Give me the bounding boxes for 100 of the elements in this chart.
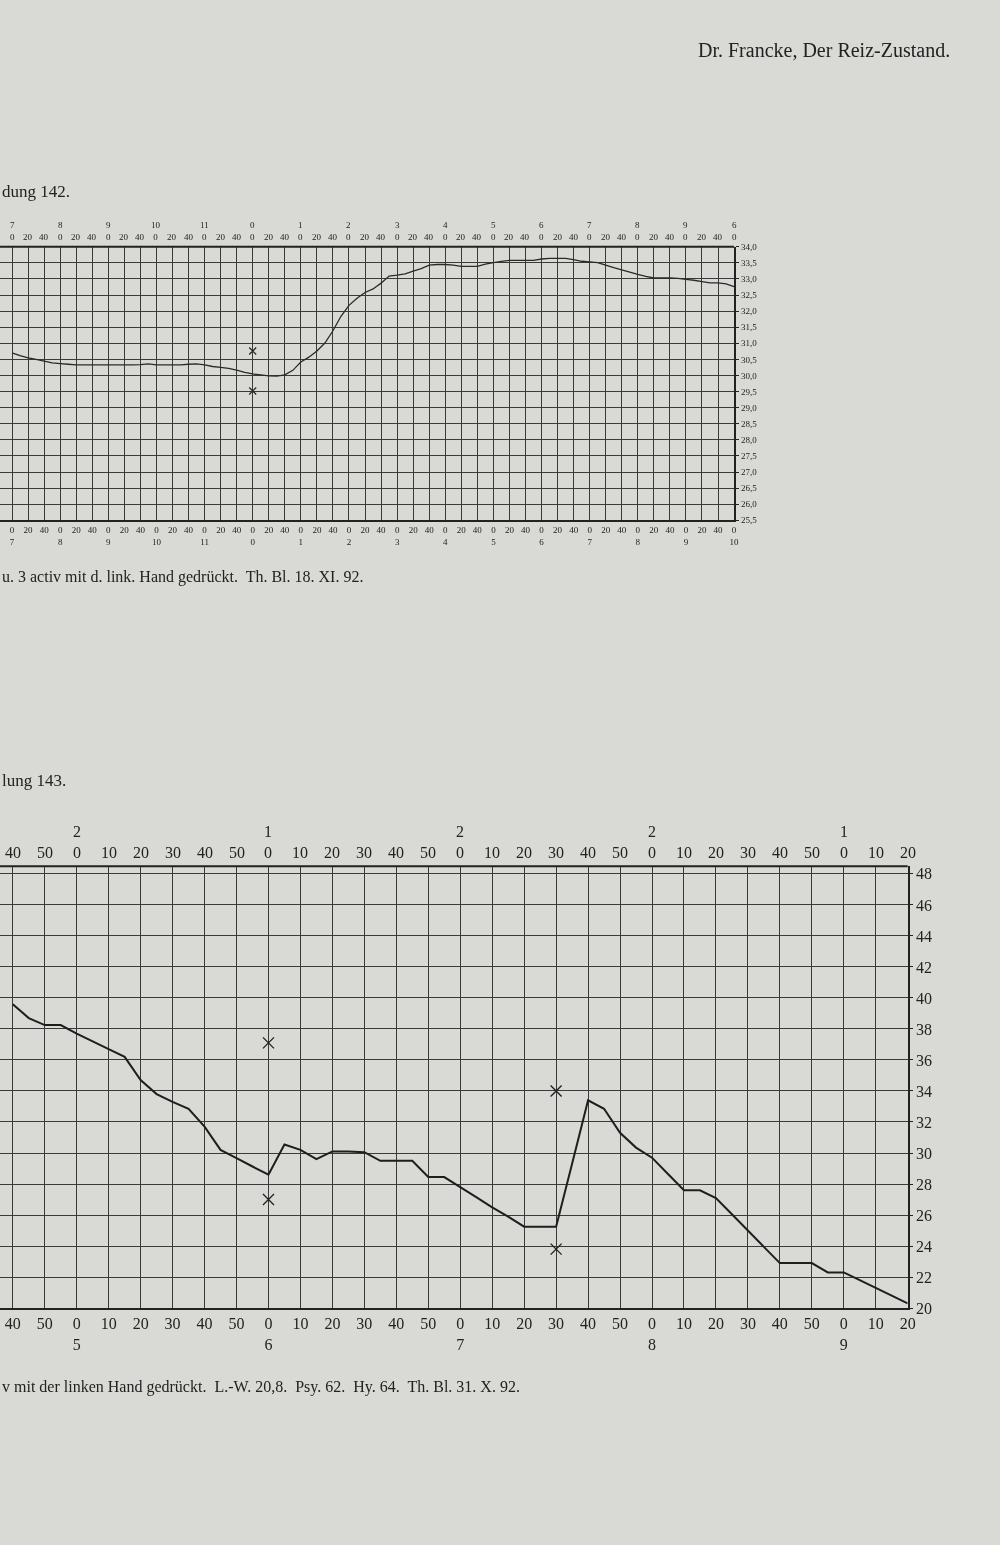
text: 20 bbox=[516, 844, 532, 861]
text: 40 bbox=[280, 232, 290, 242]
text: 20 bbox=[553, 232, 563, 242]
x-tick-label: 20 bbox=[553, 525, 563, 536]
x-tick-label: 20 bbox=[71, 525, 82, 536]
x-tick-label: 40 bbox=[39, 525, 50, 536]
text: 20 bbox=[324, 844, 340, 861]
y-tick-label: 31,5 bbox=[740, 322, 758, 333]
y-tick-label: 29,5 bbox=[740, 386, 758, 397]
text: 10 0 bbox=[151, 220, 161, 242]
y-tick-label: 30,0 bbox=[740, 370, 758, 381]
x-tick-label: 0 11 bbox=[200, 525, 209, 547]
x-tick-label: 0 3 bbox=[394, 525, 400, 547]
text: 50 bbox=[37, 844, 53, 861]
y-tick-label: 32,5 bbox=[740, 290, 758, 301]
text: 40 bbox=[388, 844, 404, 861]
y-tick-label: 32,0 bbox=[740, 306, 758, 317]
chart-title: lung 143. bbox=[2, 771, 67, 790]
x-tick-label: 40 bbox=[196, 1315, 213, 1333]
x-tick-label: 0 7 bbox=[587, 525, 593, 547]
x-tick-label: 40 bbox=[771, 1315, 788, 1333]
text: 5 0 bbox=[491, 220, 496, 242]
text: 10 bbox=[292, 844, 308, 861]
x-tick-label: 30 bbox=[356, 1315, 373, 1333]
y-tick-label: 28,0 bbox=[740, 435, 758, 445]
x-tick-label: 0 5 bbox=[491, 525, 497, 547]
text: 50 bbox=[804, 844, 820, 861]
text: 20 bbox=[71, 232, 81, 242]
text: 1 0 bbox=[298, 220, 303, 242]
text: 2 0 bbox=[648, 823, 656, 861]
x-tick-label: 0 6 bbox=[539, 525, 545, 547]
x-tick-label: 20 bbox=[697, 525, 707, 536]
text: 40 bbox=[580, 844, 596, 861]
y-tick-label: 20 bbox=[915, 1299, 932, 1317]
text: 2 0 bbox=[456, 823, 464, 861]
text: 40 bbox=[713, 232, 723, 242]
x-tick-label: 0 9 bbox=[106, 525, 112, 547]
x-tick-label: 50 bbox=[803, 1315, 820, 1333]
x-tick-label: 0 9 bbox=[683, 525, 689, 547]
y-tick-label: 22 bbox=[915, 1268, 932, 1286]
x-tick-label: 10 bbox=[100, 1315, 117, 1333]
text: 11 0 bbox=[200, 220, 209, 242]
x-tick-label: 0 5 bbox=[72, 1315, 81, 1354]
x-tick-label: 40 bbox=[472, 525, 483, 536]
x-tick-label: 20 bbox=[649, 525, 659, 536]
x-tick-label: 40 bbox=[4, 1315, 21, 1333]
text: 20 bbox=[900, 844, 916, 861]
text: 7 0 bbox=[10, 220, 15, 242]
text: 20 bbox=[264, 232, 274, 242]
x-tick-label: 20 bbox=[216, 525, 226, 536]
text: 6 0 bbox=[732, 220, 737, 242]
text: 10 bbox=[868, 844, 884, 861]
text: u. 3 activ mit d. link. Hand gedrückt. Th. Bl. 18. XI. 92. bbox=[2, 568, 364, 586]
text: 8 0 bbox=[635, 220, 640, 242]
x-tick-label: 50 bbox=[36, 1315, 53, 1333]
text: 50 bbox=[612, 844, 628, 861]
y-tick-label: 25,5 bbox=[740, 515, 758, 526]
x-tick-label: 0 10 bbox=[729, 525, 740, 547]
x-tick-label: 20 bbox=[132, 1315, 149, 1333]
text: 2 0 bbox=[346, 220, 351, 242]
x-tick-label: 0 6 bbox=[264, 1315, 273, 1354]
y-tick-label: 26,0 bbox=[740, 499, 758, 510]
y-tick-label: 24 bbox=[915, 1237, 932, 1255]
x-tick-label: 0 8 bbox=[648, 1315, 656, 1354]
text: 40 bbox=[376, 232, 386, 242]
text: 40 bbox=[197, 844, 213, 861]
text: 50 bbox=[229, 844, 245, 861]
x-tick-label: 40 bbox=[713, 525, 724, 536]
x-tick-label: 0 8 bbox=[57, 525, 63, 547]
x-tick-label: 10 bbox=[867, 1315, 884, 1333]
text: 20 bbox=[456, 232, 466, 242]
text: 7 0 bbox=[587, 220, 592, 242]
y-tick-label: 36 bbox=[915, 1051, 932, 1069]
point bbox=[549, 1243, 563, 1256]
y-tick-label: 33,5 bbox=[740, 258, 758, 269]
text: 10 bbox=[676, 844, 692, 861]
y-tick-label: 28,5 bbox=[740, 418, 758, 429]
x-tick-label: 20 bbox=[707, 1315, 724, 1333]
text: 3 0 bbox=[395, 220, 400, 242]
x-tick-label: 40 bbox=[388, 1315, 405, 1333]
text: 0 0 bbox=[250, 220, 255, 242]
x-tick-label: 30 bbox=[164, 1315, 181, 1333]
text: 40 bbox=[520, 232, 530, 242]
x-tick-label: 20 bbox=[23, 525, 34, 536]
text: 20 bbox=[167, 232, 177, 242]
x-tick-label: 40 bbox=[424, 525, 435, 536]
text: 20 bbox=[23, 232, 33, 242]
x-tick-label: 20 bbox=[408, 525, 419, 536]
x-tick-label: 40 bbox=[87, 525, 98, 536]
y-tick-label: 28 bbox=[915, 1175, 932, 1193]
x-tick-label: 0 4 bbox=[443, 525, 449, 547]
x-tick-label: 20 bbox=[167, 525, 178, 536]
x-tick-label: 0 9 bbox=[839, 1315, 848, 1354]
y-tick-label: 46 bbox=[915, 896, 932, 914]
text: 1 0 bbox=[264, 823, 272, 861]
y-tick-label: 30 bbox=[915, 1144, 932, 1162]
text: 50 bbox=[420, 844, 436, 861]
x-tick-label: 40 bbox=[569, 525, 579, 536]
text: 9 0 bbox=[106, 220, 111, 242]
text: 20 bbox=[697, 232, 707, 242]
